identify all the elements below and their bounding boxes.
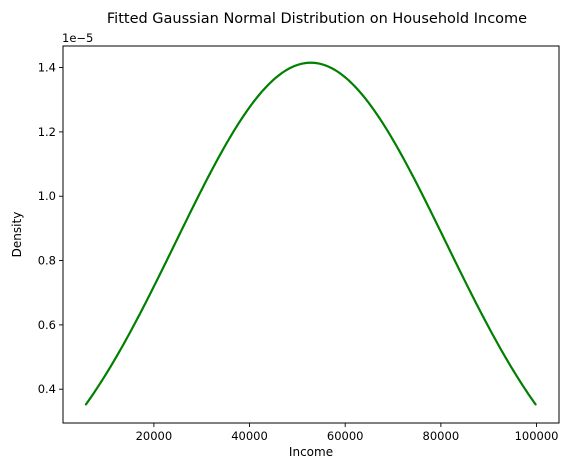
y-axis-offset-label: 1e−5 xyxy=(62,31,93,45)
x-tick-label: 20000 xyxy=(136,429,173,443)
x-tick-label: 60000 xyxy=(327,429,364,443)
y-tick-label: 0.4 xyxy=(38,382,56,396)
plot-frame xyxy=(62,45,560,424)
x-axis-ticks: 20000 40000 60000 80000 100000 xyxy=(136,423,559,443)
y-axis-label: Density xyxy=(10,212,24,258)
density-curve xyxy=(84,61,537,406)
y-tick-label: 0.8 xyxy=(38,254,56,268)
chart-title: Fitted Gaussian Normal Distribution on H… xyxy=(107,11,527,27)
y-tick-label: 0.6 xyxy=(38,318,56,332)
y-tick-label: 1.2 xyxy=(38,125,56,139)
y-tick-label: 1.4 xyxy=(38,61,56,75)
x-axis-label: Income xyxy=(289,445,333,459)
x-tick-label: 100000 xyxy=(515,429,559,443)
x-tick-label: 80000 xyxy=(423,429,460,443)
y-axis-ticks: 0.4 0.6 0.8 1.0 1.2 1.4 xyxy=(38,61,63,396)
x-tick-label: 40000 xyxy=(231,429,268,443)
y-tick-label: 1.0 xyxy=(38,189,56,203)
